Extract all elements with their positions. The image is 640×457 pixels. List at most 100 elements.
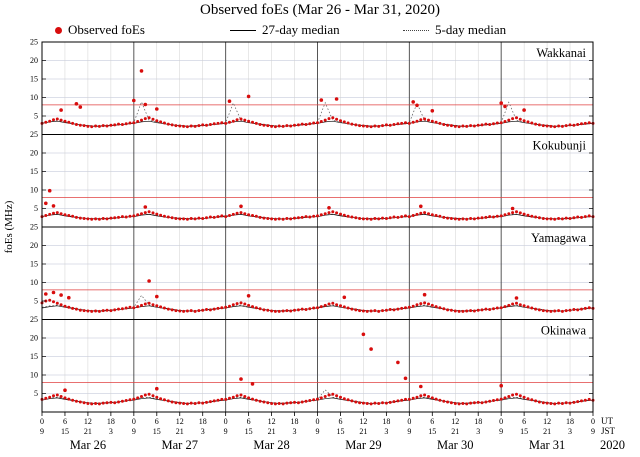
y-tick-label: 20 [30, 241, 38, 250]
y-tick-label: 10 [30, 93, 38, 102]
outlier-dot [334, 97, 339, 101]
y-tick-label: 10 [30, 371, 38, 380]
ut-tick-label: 12 [268, 417, 276, 426]
ut-tick-label: 18 [291, 417, 299, 426]
ut-tick-label: 12 [84, 417, 92, 426]
ut-tick-label: 12 [543, 417, 551, 426]
outlier-dot [499, 383, 504, 388]
chart-title: Observed foEs (Mar 26 - Mar 31, 2020) [200, 2, 440, 18]
observed-dots [40, 279, 595, 313]
ut-tick-label: 12 [176, 417, 184, 426]
ut-tick-label: 18 [107, 417, 115, 426]
year-label: 2020 [600, 438, 625, 452]
panel-kokubunji: Kokubunji 5 10 15 20 25 [30, 130, 595, 228]
panel-yamagawa: Yamagawa 5 10 15 20 25 [30, 223, 595, 320]
legend-observed-label: Observed foEs [68, 22, 145, 37]
outlier-dot [411, 100, 416, 104]
jst-tick-label: 3 [384, 427, 388, 436]
y-tick-label: 5 [34, 389, 38, 398]
station-label: Okinawa [541, 324, 587, 338]
day-label: Mar 31 [529, 438, 565, 452]
outlier-dot [132, 98, 136, 103]
jst-tick-label: 3 [568, 427, 572, 436]
outlier-dot [319, 98, 324, 102]
jst-tick-label: 21 [451, 427, 459, 436]
jst-tick-label: 9 [499, 427, 503, 436]
ut-tick-label: 0 [591, 417, 595, 426]
ut-tick-label: 6 [522, 417, 526, 426]
y-tick-label: 10 [30, 278, 38, 287]
outlier-dot [514, 296, 519, 300]
jst-tick-label: 9 [591, 427, 595, 436]
outlier-dot [422, 292, 427, 297]
ut-tick-label: 12 [451, 417, 459, 426]
jst-tick-label: 21 [84, 427, 92, 436]
y-tick-label: 25 [30, 38, 38, 47]
ut-tick-label: 0 [224, 417, 228, 426]
outlier-dot [522, 108, 526, 112]
outlier-dot [63, 388, 67, 393]
ut-tick-label: 18 [566, 417, 574, 426]
jst-tick-label: 9 [132, 427, 136, 436]
y-axis-title: foEs (MHz) [3, 200, 15, 253]
panel-wakkanai: Wakkanai 5 10 15 20 25 [30, 38, 595, 135]
outlier-dot [369, 347, 373, 351]
outlier-dot [419, 204, 423, 209]
outlier-dot [239, 204, 243, 209]
outlier-dot [139, 69, 144, 73]
jst-tick-label: 9 [316, 427, 320, 436]
outlier-dot [155, 386, 159, 391]
outlier-dot [250, 382, 255, 386]
legend: Observed foEs 27-day median 5-day median [0, 22, 640, 40]
day-label: Mar 29 [345, 438, 381, 452]
y-tick-label: 15 [30, 260, 38, 269]
jst-tick-label: 15 [520, 427, 528, 436]
legend-item-5day-median: 5-day median [403, 22, 506, 38]
y-tick-label: 25 [30, 130, 38, 139]
observed-dots [40, 188, 595, 221]
outlier-dot [342, 295, 347, 300]
y-tick-label: 15 [30, 167, 38, 176]
station-label: Yamagawa [531, 231, 586, 245]
jst-tick-label: 21 [176, 427, 184, 436]
outlier-dot [147, 279, 151, 283]
legend-item-27day-median: 27-day median [230, 22, 340, 38]
outlier-dot [74, 102, 79, 106]
legend-item-observed: Observed foEs [55, 22, 145, 38]
jst-tick-label: 3 [201, 427, 205, 436]
outlier-dot [361, 332, 366, 337]
outlier-dot [396, 360, 400, 365]
ut-tick-label: 6 [430, 417, 434, 426]
day-label: Mar 27 [162, 438, 198, 452]
outlier-dot [499, 101, 504, 105]
y-tick-label: 25 [30, 315, 38, 324]
outlier-dot [227, 99, 232, 103]
ut-tick-label: 12 [359, 417, 367, 426]
outlier-dot [239, 377, 243, 381]
legend-solid-line-icon [230, 29, 256, 31]
jst-tick-label: 21 [268, 427, 276, 436]
outlier-dot [327, 206, 331, 210]
outlier-dot [44, 292, 48, 296]
outlier-dot [403, 376, 408, 381]
station-label: Kokubunji [533, 139, 587, 153]
jst-tick-label: 3 [476, 427, 480, 436]
outlier-dot [415, 103, 419, 108]
outlier-dot [59, 293, 63, 297]
y-tick-label: 5 [34, 204, 38, 213]
outlier-dot [246, 94, 251, 99]
jst-tick-label: 3 [293, 427, 297, 436]
jst-tick-label: 3 [109, 427, 113, 436]
ut-tick-label: 0 [407, 417, 411, 426]
y-tick-label: 10 [30, 186, 38, 195]
jst-tick-label: 15 [61, 427, 69, 436]
ut-tick-label: 6 [247, 417, 251, 426]
jst-tick-label: 15 [428, 427, 436, 436]
ut-tick-label: 6 [338, 417, 342, 426]
legend-dotted-line-icon [403, 29, 429, 31]
outlier-dot [143, 205, 148, 209]
outlier-dot [430, 109, 435, 113]
day-label: Mar 26 [70, 438, 106, 452]
jst-tick-label: 15 [153, 427, 161, 436]
